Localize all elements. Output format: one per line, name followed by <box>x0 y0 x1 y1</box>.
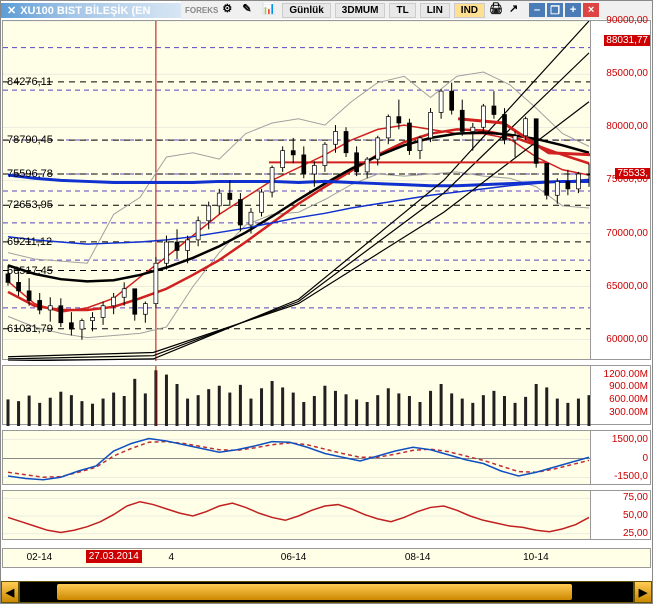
window-controls: – ❐ + × <box>529 3 601 17</box>
chart-area: 60000,0065000,0070000,0075000,0080000,00… <box>2 20 651 579</box>
draw-icon[interactable]: ✎ <box>242 2 258 18</box>
oscillator2-chart <box>3 491 653 541</box>
volume-chart <box>3 366 653 426</box>
chart-type-icon[interactable]: 📊 <box>262 2 278 18</box>
restore-button[interactable]: ❐ <box>547 3 563 17</box>
level-label: 69211,12 <box>7 236 52 248</box>
tab-indicator[interactable]: IND <box>454 3 485 18</box>
xaxis-tick: 06-14 <box>281 552 307 563</box>
scroll-right-button[interactable]: ▶ <box>634 581 652 603</box>
xaxis-tick: 10-14 <box>523 552 549 563</box>
oscillator1-panel[interactable]: -1500,001500,00 <box>2 430 651 485</box>
volume-panel[interactable]: 300.00M600.00M900.00M1200.00M <box>2 365 651 425</box>
logo: FOREKS <box>185 6 218 15</box>
scroll-strip: ◀ ▶ <box>1 581 652 603</box>
maximize-button[interactable]: + <box>565 3 581 17</box>
tab-period[interactable]: Günlük <box>282 3 330 18</box>
title-bar: ✕ XU100 BIST BİLEŞİK (EN FOREKS ⚙ ✎ 📊 Gün… <box>1 1 652 19</box>
xaxis-panel: 02-14 4 06-14 08-14 10-14 27.03.2014 <box>2 548 651 568</box>
chart-window: ✕ XU100 BIST BİLEŞİK (EN FOREKS ⚙ ✎ 📊 Gün… <box>0 0 653 604</box>
level-label: 78790,45 <box>7 134 53 146</box>
tab-scale[interactable]: LIN <box>420 3 450 18</box>
close-icon[interactable]: ✕ <box>7 5 16 17</box>
minimize-button[interactable]: – <box>529 3 545 17</box>
oscillator2-panel[interactable]: 25,0050,0075,00 <box>2 490 651 540</box>
tab-currency[interactable]: TL <box>389 3 415 18</box>
xaxis-tick: 4 <box>168 552 174 563</box>
tab-candle[interactable]: 3DMUM <box>335 3 386 18</box>
toolbar: FOREKS ⚙ ✎ 📊 Günlük 3DMUM TL LIN IND 🖨 ↗… <box>181 1 652 19</box>
level-label: 75596,78 <box>7 168 53 180</box>
price-panel[interactable]: 60000,0065000,0070000,0075000,0080000,00… <box>2 20 651 360</box>
close-button[interactable]: × <box>583 3 599 17</box>
xaxis-date-badge: 27.03.2014 <box>86 550 142 563</box>
scroll-thumb[interactable] <box>57 584 572 600</box>
oscillator1-chart <box>3 431 653 486</box>
scroll-track[interactable] <box>19 581 634 603</box>
level-label: 61031,79 <box>7 323 53 335</box>
share-icon[interactable]: ↗ <box>509 2 525 18</box>
window-title: XU100 BIST BİLEŞİK (EN <box>20 5 150 17</box>
price-chart <box>3 21 653 361</box>
level-label: 84276,11 <box>7 76 52 88</box>
level-label: 66517,45 <box>7 265 53 277</box>
xaxis-tick: 02-14 <box>27 552 53 563</box>
level-label: 72653,95 <box>7 199 53 211</box>
scroll-left-button[interactable]: ◀ <box>1 581 19 603</box>
xaxis-tick: 08-14 <box>405 552 431 563</box>
config-icon[interactable]: ⚙ <box>222 2 238 18</box>
print-icon[interactable]: 🖨 <box>489 2 505 18</box>
